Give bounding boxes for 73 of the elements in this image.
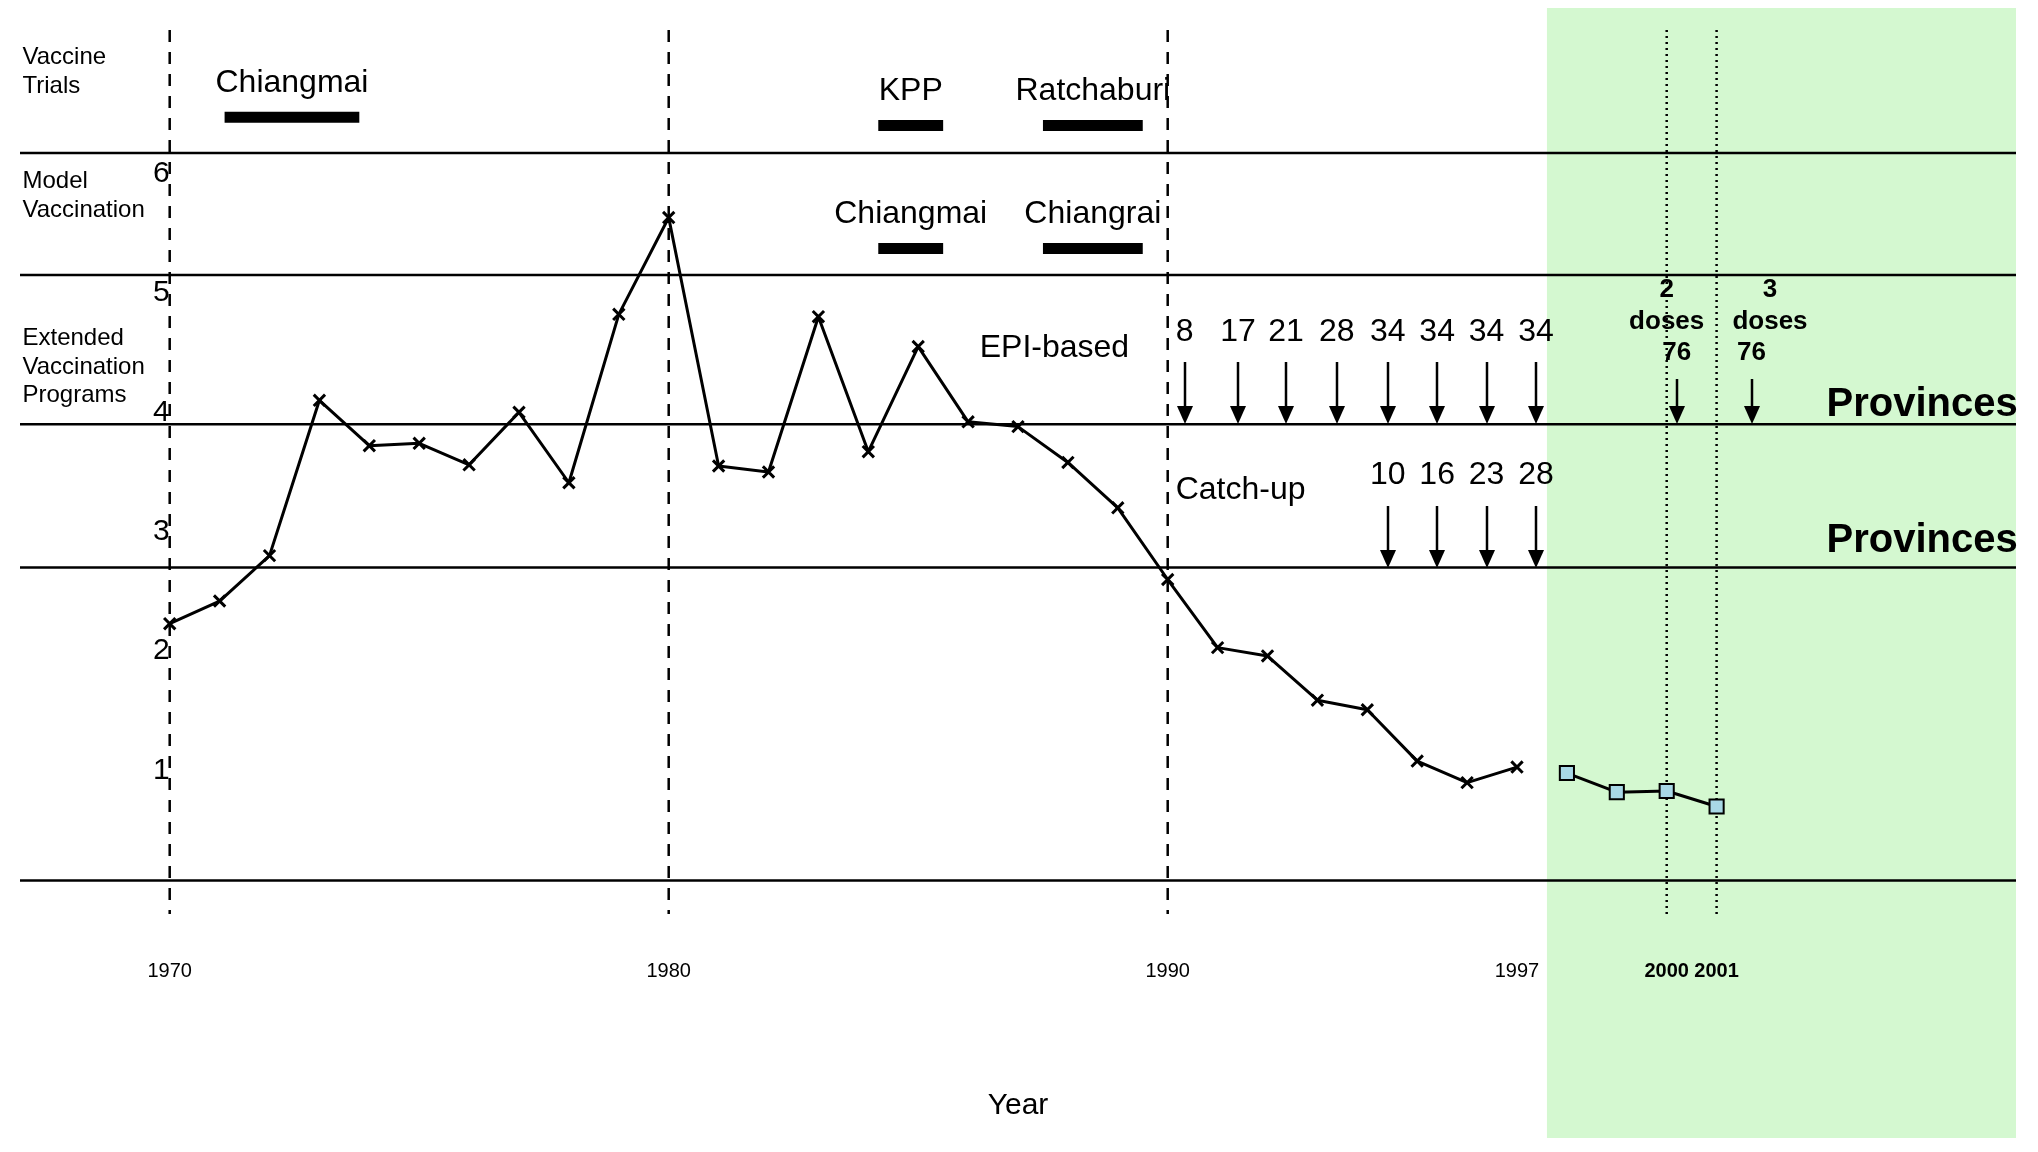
point [911, 339, 926, 354]
annotation: 28 [1319, 311, 1355, 348]
x-tick-label: 1970 [147, 958, 192, 981]
annotation: 76 [1737, 336, 1766, 367]
point [312, 393, 327, 408]
y-tick-label: 3 [153, 513, 170, 546]
point [461, 457, 477, 472]
annotation: Extended Vaccination Programs [22, 322, 145, 408]
point [1410, 753, 1425, 769]
series-label: KPP [878, 71, 943, 108]
point [162, 616, 177, 631]
series-label: Chiangmai [215, 63, 369, 100]
point [1459, 775, 1475, 790]
point [1310, 693, 1325, 708]
annotation: 16 [1419, 455, 1455, 491]
x-tick-label: 1997 [1494, 958, 1540, 981]
annotation: 76 [1662, 336, 1692, 367]
point [811, 309, 826, 324]
annotation: 17 [1220, 311, 1256, 348]
annotation: 34 [1369, 311, 1406, 348]
x-axis-title: Year [987, 1087, 1049, 1121]
point [1260, 648, 1275, 664]
point [1110, 500, 1125, 515]
point [561, 475, 577, 490]
x-tick-label: 2000 [1644, 958, 1689, 981]
point [1010, 419, 1026, 434]
point [1509, 759, 1525, 775]
series-label: Chiangmai [834, 194, 988, 231]
annotation: Provinces [1826, 379, 2018, 424]
point [661, 210, 676, 225]
y-tick-label: 6 [153, 154, 170, 188]
y-tick-label: 1 [153, 751, 170, 785]
annotation: 10 [1369, 455, 1406, 491]
point [212, 593, 227, 609]
y-tick-label: 5 [153, 274, 170, 308]
x-tick-label: 2001 [1694, 958, 1739, 981]
annotation: Vaccine Trials [22, 42, 107, 98]
point [262, 548, 277, 563]
point [960, 414, 976, 429]
point [1360, 702, 1375, 717]
annotation: 23 [1468, 455, 1505, 491]
annotation: 34 [1419, 311, 1455, 348]
x-tick-label: 1980 [646, 958, 691, 981]
annotation: 28 [1518, 455, 1554, 491]
point [761, 464, 776, 480]
series-label: Chiangrai [1024, 194, 1162, 231]
annotation: 8 [1175, 311, 1194, 348]
annotation: 21 [1268, 311, 1304, 348]
annotation: EPI-based [979, 328, 1130, 365]
point [412, 436, 427, 451]
series-label: Ratchaburi [1015, 71, 1171, 108]
point [1708, 798, 1725, 815]
annotation: 2 doses [1629, 273, 1705, 335]
point [362, 438, 377, 453]
point [1160, 572, 1175, 587]
point [511, 405, 527, 420]
y-tick-label: 4 [153, 393, 170, 427]
point [861, 444, 876, 459]
y-tick-label: 2 [153, 632, 170, 666]
annotation: 34 [1468, 311, 1505, 348]
annotation: Model Vaccination [22, 166, 145, 223]
point [1658, 782, 1675, 800]
point [711, 458, 726, 474]
x-tick-label: 1990 [1145, 958, 1190, 981]
point [1060, 455, 1076, 470]
point [611, 307, 626, 322]
annotation: Provinces [1826, 516, 2018, 561]
annotation: 3 doses [1732, 273, 1808, 335]
point [1210, 640, 1225, 655]
annotation: Catch-up [1175, 470, 1306, 507]
point [1558, 764, 1575, 782]
point [1608, 784, 1625, 801]
annotation: 34 [1518, 311, 1554, 348]
